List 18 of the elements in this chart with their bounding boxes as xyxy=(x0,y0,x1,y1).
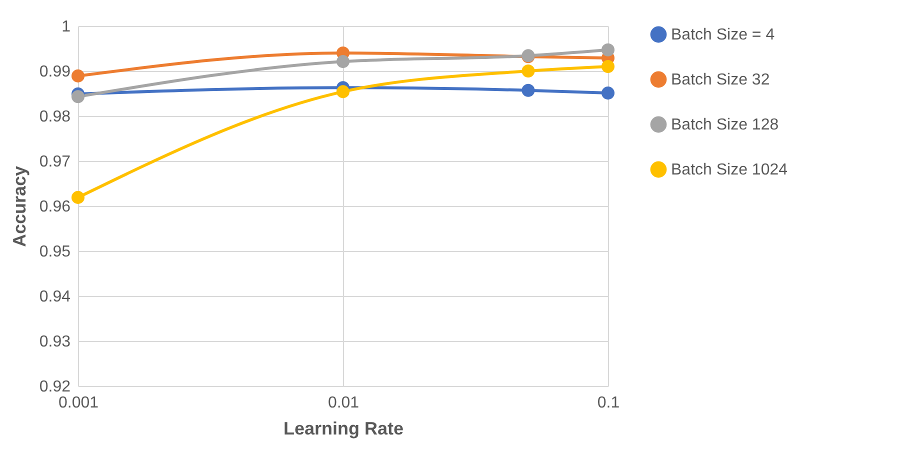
y-axis-title: Accuracy xyxy=(9,166,30,248)
y-tick-label: 0.98 xyxy=(39,108,71,126)
y-tick-label: 0.99 xyxy=(39,64,71,80)
y-tick-label: 1 xyxy=(62,18,71,36)
legend-label: Batch Size 128 xyxy=(671,116,779,134)
y-tick-label: 0.94 xyxy=(39,288,71,306)
y-tick-label: 0.93 xyxy=(39,334,71,350)
x-axis-title: Learning Rate xyxy=(283,418,404,438)
legend-label: Batch Size 32 xyxy=(671,72,770,88)
legend-label: Batch Size = 4 xyxy=(671,26,775,44)
y-tick-label: 0.92 xyxy=(39,378,71,396)
x-tick-label: 0.001 xyxy=(58,394,99,412)
y-tick-label: 0.97 xyxy=(39,154,71,170)
x-tick-label: 0.01 xyxy=(328,394,360,412)
y-tick-label: 0.96 xyxy=(39,198,71,216)
x-tick-label: 0.1 xyxy=(597,394,620,412)
legend-label: Batch Size 1024 xyxy=(671,162,788,178)
y-tick-label: 0.95 xyxy=(39,244,71,260)
